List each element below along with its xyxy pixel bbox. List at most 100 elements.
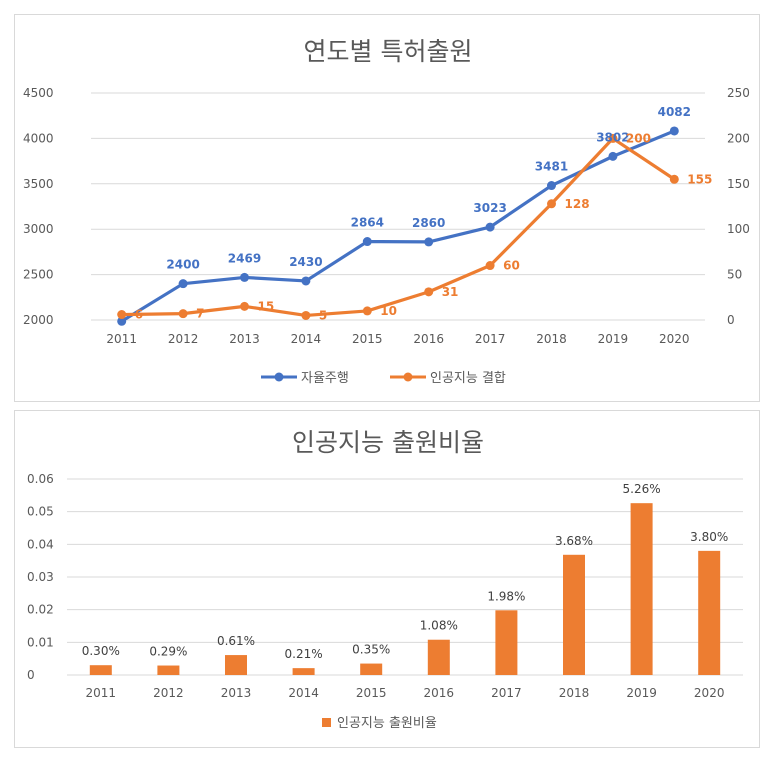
x-axis-tick-label: 2018 — [559, 686, 590, 700]
data-label: 128 — [565, 197, 590, 211]
data-point — [669, 126, 679, 136]
y-axis-tick-label: 0.04 — [27, 537, 54, 551]
x-axis-tick-label: 2014 — [291, 332, 322, 346]
legend-label: 인공지능 결합 — [430, 371, 506, 386]
data-label: 60 — [503, 259, 520, 273]
data-label: 200 — [626, 131, 651, 145]
data-label: 31 — [442, 285, 459, 299]
x-axis-tick-label: 2015 — [352, 332, 383, 346]
data-point — [362, 237, 372, 247]
x-axis-tick-label: 2019 — [598, 332, 629, 346]
data-point — [608, 151, 618, 161]
bar-chart-panel: 인공지능 출원비율 0 0.01 0.02 0.03 0.04 0.05 0.06 2011 2… — [14, 410, 760, 748]
left-axis-tick-label: 2000 — [23, 313, 54, 327]
data-point — [362, 306, 372, 316]
data-label: 2864 — [351, 216, 384, 230]
x-axis-tick-label: 2013 — [221, 686, 252, 700]
x-axis-tick-label: 2015 — [356, 686, 387, 700]
bar-data-label: 3.80% — [690, 530, 728, 544]
y-axis-tick-label: 0.06 — [27, 472, 54, 486]
bar-chart-title: 인공지능 출원비율 — [292, 428, 484, 457]
right-axis-tick-label: 250 — [727, 86, 750, 100]
data-point — [301, 310, 311, 320]
x-axis-tick-label: 2019 — [626, 686, 657, 700]
left-axis-tick-label: 3500 — [23, 177, 54, 191]
bar-chart-legend: 인공지능 출원비율 — [322, 716, 437, 731]
data-label: 10 — [380, 304, 397, 318]
bar-data-label: 5.26% — [623, 482, 661, 496]
data-point — [547, 199, 556, 209]
bar — [427, 639, 450, 675]
x-axis-tick-label: 2014 — [288, 686, 319, 700]
line-chart-panel: 연도별 특허출원 2000 2500 3000 3500 4000 4500 0 50 100 1… — [14, 14, 760, 402]
line-chart-gridlines — [91, 92, 705, 321]
x-axis-tick-label: 2013 — [229, 332, 260, 346]
bar-chart-gridlines — [67, 478, 743, 676]
x-axis-tick-label: 2018 — [536, 332, 567, 346]
x-axis-tick-label: 2011 — [86, 686, 117, 700]
right-axis-tick-label: 50 — [727, 268, 742, 282]
bar — [698, 550, 721, 675]
data-point — [178, 279, 188, 289]
bar-chart-bars: 0.30% 0.29% 0.61% 0.21% 0.35% 1.08% 1.98% 3.68%… — [82, 482, 728, 675]
data-point — [424, 287, 434, 297]
bar — [292, 668, 315, 675]
right-axis-tick-label: 200 — [727, 131, 750, 145]
data-label: 2469 — [228, 251, 261, 265]
bar — [89, 665, 112, 675]
line-chart-tick-labels: 2000 2500 3000 3500 4000 4500 0 50 100 150 200 250 2… — [23, 86, 750, 346]
bar — [630, 503, 653, 675]
data-point — [547, 181, 556, 191]
bar-data-label: 1.98% — [487, 589, 525, 603]
bar — [157, 665, 180, 675]
y-axis-tick-label: 0.03 — [27, 570, 54, 584]
y-axis-tick-label: 0.01 — [27, 635, 54, 649]
right-axis-tick-label: 0 — [727, 313, 735, 327]
data-label: 2430 — [289, 255, 322, 269]
y-axis-tick-label: 0.02 — [27, 603, 54, 617]
data-label: 2400 — [166, 258, 199, 272]
bar — [360, 663, 383, 675]
data-label: 155 — [687, 172, 712, 186]
x-axis-tick-label: 2016 — [413, 332, 444, 346]
data-point — [301, 276, 311, 286]
bar-data-label: 0.61% — [217, 634, 255, 648]
data-point — [117, 310, 127, 320]
left-axis-tick-label: 4000 — [23, 131, 54, 145]
bar-data-label: 0.35% — [352, 643, 390, 657]
legend-label: 인공지능 출원비율 — [337, 716, 437, 731]
data-point — [485, 222, 495, 232]
bar-data-label: 0.30% — [82, 644, 120, 658]
right-axis-tick-label: 150 — [727, 177, 750, 191]
data-label: 3481 — [535, 160, 568, 174]
data-label: 3802 — [596, 130, 629, 144]
data-label: 3023 — [473, 201, 506, 215]
data-label: 6 — [135, 308, 143, 322]
bar-chart-tick-labels: 0 0.01 0.02 0.03 0.04 0.05 0.06 2011 2012 2013 201… — [27, 472, 724, 700]
bar-data-label: 3.68% — [555, 534, 593, 548]
data-label: 7 — [196, 307, 204, 321]
bar — [495, 610, 518, 675]
series-line-ai — [121, 136, 676, 318]
data-point — [240, 301, 249, 311]
data-point — [485, 261, 495, 271]
x-axis-tick-label: 2016 — [424, 686, 455, 700]
bar-data-label: 0.21% — [285, 647, 323, 661]
data-point — [178, 309, 188, 319]
bar-data-label: 0.29% — [149, 645, 187, 659]
line-chart-series: 2400 2469 2430 2864 2860 3023 3481 3802 4082 6 7 15… — [117, 105, 712, 326]
x-axis-tick-label: 2017 — [491, 686, 522, 700]
data-label: 5 — [319, 308, 327, 322]
line-chart-legend: 자율주행 인공지능 결합 — [261, 370, 506, 386]
left-axis-tick-label: 2500 — [23, 268, 54, 282]
line-chart: 연도별 특허출원 2000 2500 3000 3500 4000 4500 0 50 100 1… — [23, 37, 750, 386]
data-label: 4082 — [658, 105, 691, 119]
bar — [225, 655, 247, 675]
data-point — [608, 133, 618, 143]
x-axis-tick-label: 2017 — [475, 332, 506, 346]
data-point — [669, 174, 679, 184]
y-axis-tick-label: 0.05 — [27, 505, 54, 519]
bar-chart: 인공지능 출원비율 0 0.01 0.02 0.03 0.04 0.05 0.06 2011 2… — [27, 428, 743, 731]
data-point — [240, 272, 249, 282]
bar — [563, 554, 585, 675]
